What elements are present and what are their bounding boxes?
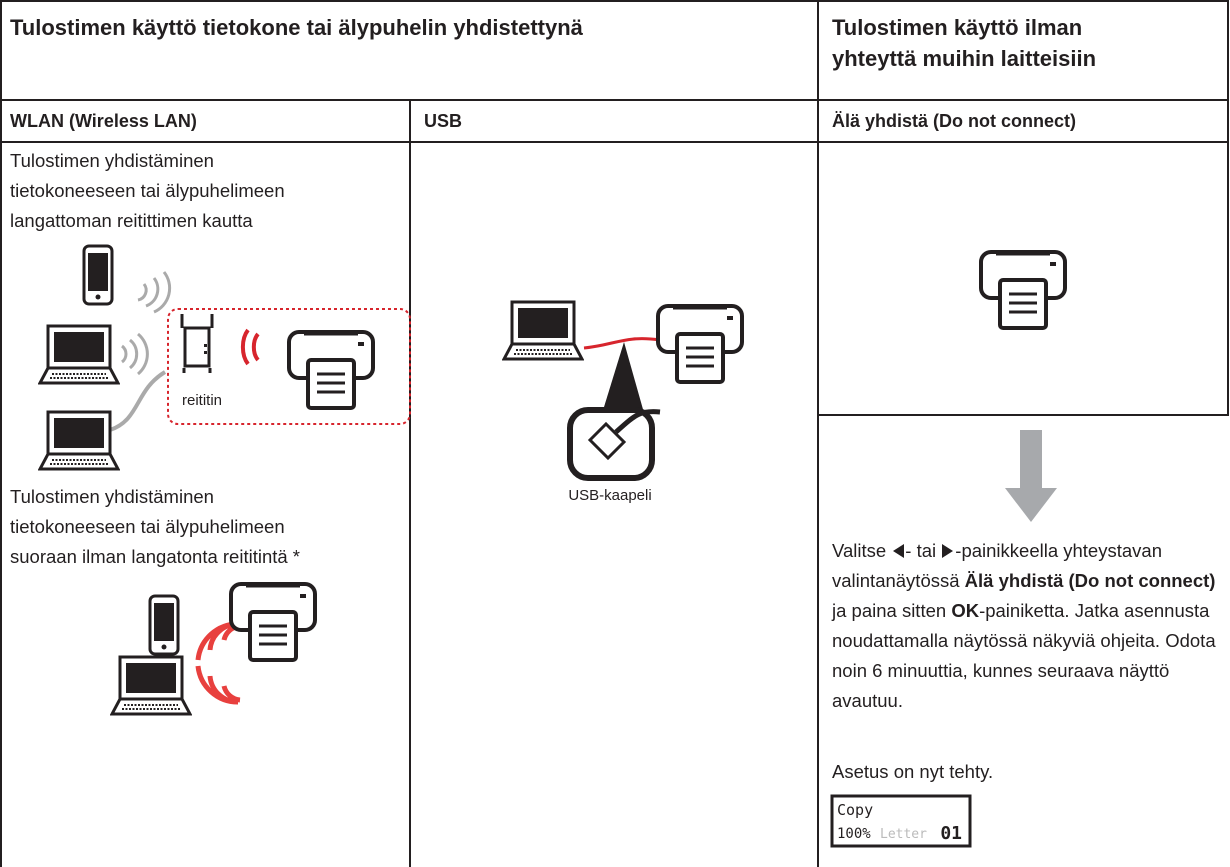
- cable-label: USB-kaapeli: [568, 487, 651, 504]
- text: Valitse: [832, 540, 892, 561]
- bold-text: OK: [951, 600, 980, 621]
- paragraph: Tulostimen yhdistäminen tietokoneeseen t…: [10, 146, 285, 236]
- paragraph: Tulostimen yhdistäminen tietokoneeseen t…: [10, 482, 300, 572]
- bold-text: Älä yhdistä (Do not connect): [964, 570, 1216, 591]
- header-title: Tulostimen käyttö tietokone tai älypuhel…: [10, 15, 583, 40]
- done-text: Asetus on nyt tehty.: [832, 761, 994, 782]
- text: ja paina sitten: [832, 600, 952, 621]
- line: langattoman reitittimen kautta: [10, 210, 253, 231]
- lcd-text: 100%: [837, 826, 871, 842]
- right-icon: [942, 544, 954, 558]
- text: - tai: [905, 540, 942, 561]
- line: tietokoneeseen tai älypuhelimeen: [10, 180, 285, 201]
- column-header: USB: [424, 111, 463, 131]
- text: -painikkeella yhteystavan valintanäytöss…: [832, 540, 1162, 591]
- rule: [818, 414, 1229, 416]
- title-line: Tulostimen käyttö ilman: [832, 15, 1083, 40]
- instructions: Valitse - tai -painikkeella yhteystavan …: [832, 536, 1217, 716]
- lcd-text: 01: [940, 823, 962, 844]
- router-label: reititin: [182, 392, 222, 409]
- lcd-text: Copy: [837, 801, 873, 819]
- lcd-text: Letter: [880, 827, 927, 842]
- rule: [1227, 0, 1229, 416]
- line: tietokoneeseen tai älypuhelimeen: [10, 516, 285, 537]
- rule: [0, 141, 1229, 143]
- header-title: Tulostimen käyttö ilman yhteyttä muihin …: [832, 12, 1096, 74]
- line: Tulostimen yhdistäminen: [10, 486, 214, 507]
- rule: [817, 0, 819, 867]
- line: Tulostimen yhdistäminen: [10, 150, 214, 171]
- text: -painiketta. Jatka asennusta noudattamal…: [832, 600, 1216, 711]
- rule: [0, 99, 1229, 101]
- title-line: yhteyttä muihin laitteisiin: [832, 46, 1097, 71]
- rule: [0, 0, 2, 867]
- left-icon: [893, 544, 905, 558]
- rule: [409, 100, 411, 867]
- column-header: Älä yhdistä (Do not connect): [832, 111, 1077, 131]
- line: suoraan ilman langatonta reititintä *: [10, 546, 301, 567]
- column-header: WLAN (Wireless LAN): [10, 111, 197, 131]
- rule: [0, 0, 1229, 2]
